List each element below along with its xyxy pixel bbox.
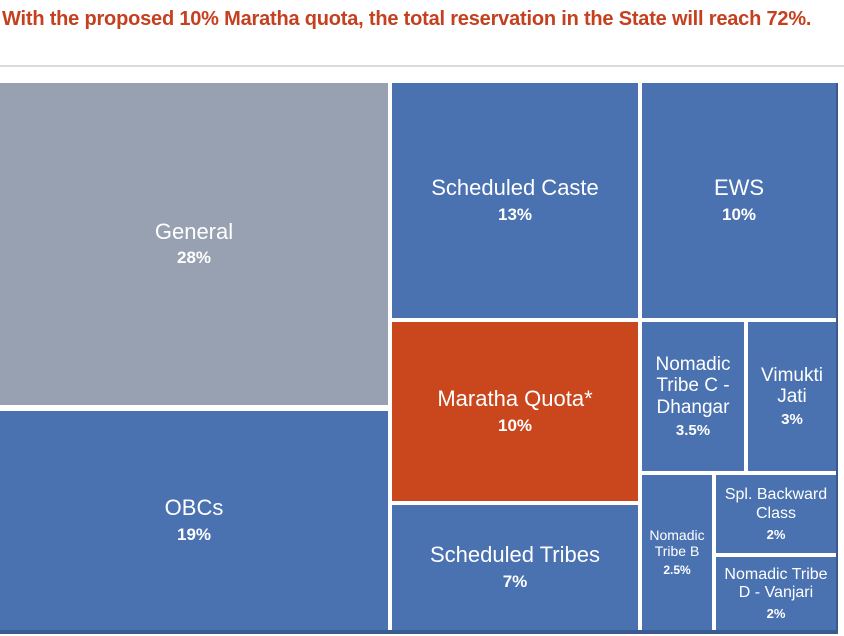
cell-value: 3% bbox=[781, 411, 803, 429]
cell-value: 10% bbox=[497, 415, 533, 435]
treemap-cell-maratha-quota: Maratha Quota* 10% bbox=[392, 322, 638, 501]
cell-label: Nomadic Tribe B bbox=[649, 526, 705, 559]
cell-value: 19% bbox=[176, 524, 212, 544]
cell-value: 10% bbox=[721, 204, 757, 224]
cell-label: Nomadic Tribe C - Dhangar bbox=[655, 353, 731, 418]
treemap-cell-obcs: OBCs 19% bbox=[0, 411, 388, 630]
treemap-cell-scheduled-tribes: Scheduled Tribes 7% bbox=[392, 505, 638, 630]
cell-value: 2.5% bbox=[663, 563, 691, 578]
treemap-cell-nomadic-tribe-d-vanjari: Nomadic Tribe D - Vanjari 2% bbox=[716, 557, 836, 630]
treemap-cell-nomadic-tribe-c-dhangar: Nomadic Tribe C - Dhangar 3.5% bbox=[642, 322, 744, 471]
cell-value: 2% bbox=[766, 606, 786, 622]
treemap-cell-nomadic-tribe-b: Nomadic Tribe B 2.5% bbox=[642, 475, 712, 630]
cell-value: 3.5% bbox=[675, 422, 711, 440]
cell-label: Spl. Backward Class bbox=[724, 486, 828, 522]
treemap-cell-general: General 28% bbox=[0, 83, 388, 405]
title-divider bbox=[0, 65, 844, 67]
cell-label: EWS bbox=[713, 175, 765, 201]
cell-label: Vimukti Jati bbox=[761, 364, 823, 407]
cell-label: Maratha Quota* bbox=[437, 386, 593, 412]
cell-value: 28% bbox=[176, 248, 212, 268]
treemap-cell-scheduled-caste: Scheduled Caste 13% bbox=[392, 83, 638, 318]
treemap-cell-spl-backward-class: Spl. Backward Class 2% bbox=[716, 475, 836, 553]
cell-label: OBCs bbox=[164, 495, 224, 521]
page-title: With the proposed 10% Maratha quota, the… bbox=[2, 8, 812, 30]
treemap-cell-vimukti-jati: Vimukti Jati 3% bbox=[748, 322, 836, 471]
cell-label: Scheduled Tribes bbox=[430, 542, 600, 568]
cell-label: Scheduled Caste bbox=[431, 175, 599, 201]
cell-value: 13% bbox=[497, 204, 533, 224]
cell-value: 2% bbox=[766, 526, 786, 542]
chart-right-edge bbox=[836, 83, 838, 634]
cell-label: General bbox=[154, 218, 234, 244]
treemap-cell-ews: EWS 10% bbox=[642, 83, 836, 318]
cell-label: Nomadic Tribe D - Vanjari bbox=[724, 565, 828, 601]
chart-bottom-edge bbox=[0, 630, 836, 634]
cell-value: 7% bbox=[502, 571, 528, 591]
